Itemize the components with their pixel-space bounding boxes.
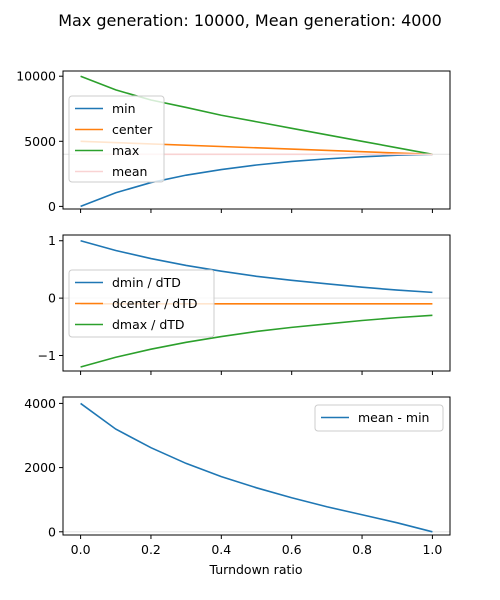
y-tick-label: 1 (48, 233, 56, 248)
panel-mean-minus-min: 0 2000 4000 0.0 0.2 0.4 0.6 0.8 1.0 mean - min (24, 396, 451, 557)
x-tick-label: 0.0 (71, 542, 91, 557)
legend: mean - min (314, 404, 444, 432)
legend-label: center (112, 122, 153, 137)
legend-label: dcenter / dTD (112, 296, 198, 311)
x-tick-label: 0.4 (211, 542, 231, 557)
x-tick-label: 0.6 (282, 542, 302, 557)
x-tick-label: 0.2 (141, 542, 161, 557)
y-tick-label: 0 (48, 524, 56, 539)
y-tick-label: 5000 (24, 134, 56, 149)
legend: dmin / dTD dcenter / dTD dmax / dTD (68, 269, 215, 338)
legend-label: mean - min (358, 410, 429, 425)
legend-label: min (112, 101, 136, 116)
series-line-mean-min (80, 402, 433, 533)
legend-frame (68, 269, 215, 338)
y-tick-label: 0 (48, 291, 56, 306)
legend-label: max (112, 143, 139, 158)
series-line-min (80, 153, 433, 208)
legend: min center max mean (68, 95, 165, 183)
x-tick-label: 1.0 (422, 542, 442, 557)
axes-frame (62, 70, 451, 210)
legend-label: dmin / dTD (112, 275, 181, 290)
y-tick-label: 10000 (16, 69, 56, 84)
legend-frame (68, 95, 165, 183)
y-tick-label: −1 (38, 348, 56, 363)
series-line-dmin-dtd (80, 239, 433, 294)
figure-title: Max generation: 10000, Mean generation: … (58, 11, 442, 30)
x-axis-label: Turndown ratio (208, 562, 302, 577)
y-tick-label: 4000 (24, 396, 56, 411)
legend-label: mean (112, 164, 147, 179)
axes-frame (62, 396, 451, 536)
axes-frame (62, 234, 451, 372)
legend-label: dmax / dTD (112, 317, 185, 332)
series-line-dmax-dtd (80, 314, 433, 368)
panel-generation: 0 5000 10000 min center max mean (16, 69, 451, 214)
x-tick-label: 0.8 (352, 542, 372, 557)
y-tick-label: 2000 (24, 460, 56, 475)
y-tick-label: 0 (48, 199, 56, 214)
legend-frame (314, 404, 444, 432)
panel-derivative: −1 0 1 dmin / dTD dcenter / dTD dmax / dTD (38, 233, 451, 375)
